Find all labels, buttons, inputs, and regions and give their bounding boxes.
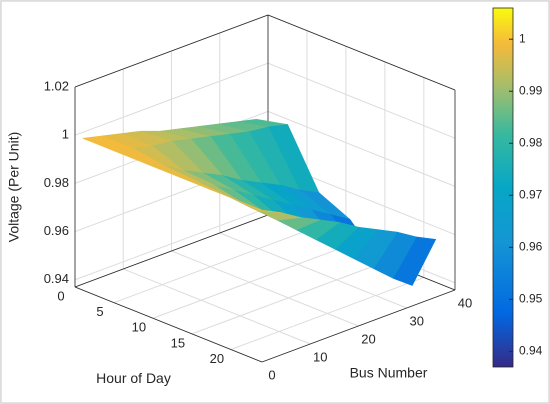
colorbar-tick-label: 0.96 — [519, 240, 543, 254]
y-tick-label: 5 — [96, 304, 103, 319]
grid-line — [74, 207, 269, 281]
y-axis-label: Hour of Day — [96, 370, 171, 386]
colorbar-tick-label: 0.95 — [519, 292, 543, 306]
z-tick-label: 1.02 — [44, 78, 69, 93]
colorbar — [492, 7, 514, 368]
y-tick-label: 20 — [210, 351, 224, 366]
x-tick-label: 10 — [313, 349, 327, 364]
grid-line — [74, 62, 269, 136]
z-tick-label: 0.98 — [44, 175, 69, 190]
colorbar-tick-label: 0.99 — [519, 83, 543, 97]
y-tick-label: 0 — [57, 288, 64, 303]
grid-line — [152, 245, 347, 319]
x-tick-label: 40 — [458, 295, 472, 310]
grid-line — [267, 62, 456, 139]
colorbar-tick-label: 0.98 — [519, 135, 543, 149]
y-tick-label: 10 — [132, 320, 146, 335]
x-tick-label: 20 — [361, 331, 375, 346]
y-tick-label: 15 — [171, 335, 185, 350]
x-tick-label: 30 — [410, 313, 424, 328]
colorbar-tick-label: 1 — [519, 31, 526, 45]
axis-edge — [267, 14, 456, 91]
x-axis-label: Bus Number — [350, 365, 428, 381]
grid-line — [230, 277, 425, 350]
grid-line — [113, 230, 308, 304]
axis-edge — [74, 14, 269, 88]
axis-edge — [74, 286, 263, 363]
grid-line — [267, 110, 456, 187]
z-tick-label: 1 — [62, 127, 69, 142]
axis-edge — [74, 214, 269, 288]
axis-edge — [261, 289, 456, 363]
z-tick-label: 0.94 — [44, 271, 69, 286]
z-tick-label: 0.96 — [44, 223, 69, 238]
z-axis-label: Voltage (Per Unit) — [6, 132, 22, 243]
colorbar-tick-label: 0.94 — [519, 344, 543, 358]
grid-line — [191, 261, 386, 335]
surface-patch — [238, 200, 282, 213]
x-tick-label: 0 — [268, 367, 275, 382]
colorbar-tick-label: 0.97 — [519, 187, 543, 201]
